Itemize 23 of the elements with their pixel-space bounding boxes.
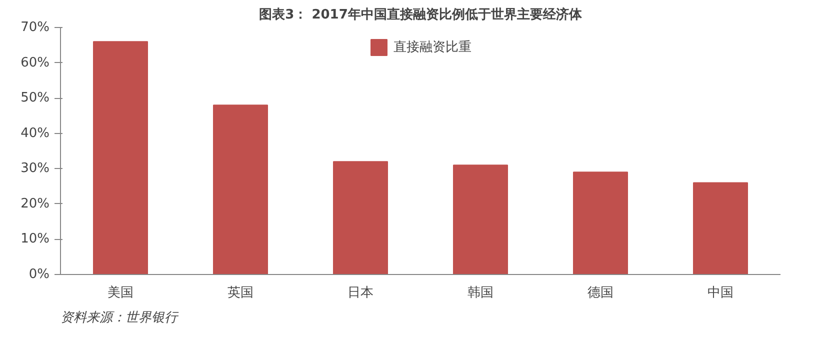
y-tick-label: 20%: [20, 196, 50, 212]
y-tick-label: 30%: [20, 161, 50, 176]
chart-title: 图表3： 2017年中国直接融资比例低于世界主要经济体: [259, 6, 583, 22]
bar: [213, 104, 268, 274]
text: 资料来源：世界银行: [60, 310, 180, 326]
bar: [93, 41, 148, 274]
y-tick-label: 0%: [28, 267, 50, 282]
bar: [453, 164, 508, 274]
x-tick-label: 中国: [708, 286, 734, 300]
y-tick-label: 70%: [20, 20, 50, 35]
y-tick-label: 10%: [20, 232, 50, 247]
x-tick-label: 美国: [108, 284, 134, 300]
bar: [573, 172, 628, 274]
y-tick-label: 40%: [20, 126, 50, 141]
x-tick-label: 日本: [348, 286, 374, 300]
bar: [693, 182, 748, 274]
bar: [333, 161, 388, 274]
x-tick-label: 英国: [228, 286, 254, 300]
x-tick-label: 韩国: [468, 286, 494, 300]
y-tick-label: 60%: [20, 55, 50, 70]
legend-label: 直接融资比重: [394, 39, 472, 56]
x-tick-label: 德国: [588, 286, 614, 300]
y-tick-label: 50%: [20, 90, 50, 106]
